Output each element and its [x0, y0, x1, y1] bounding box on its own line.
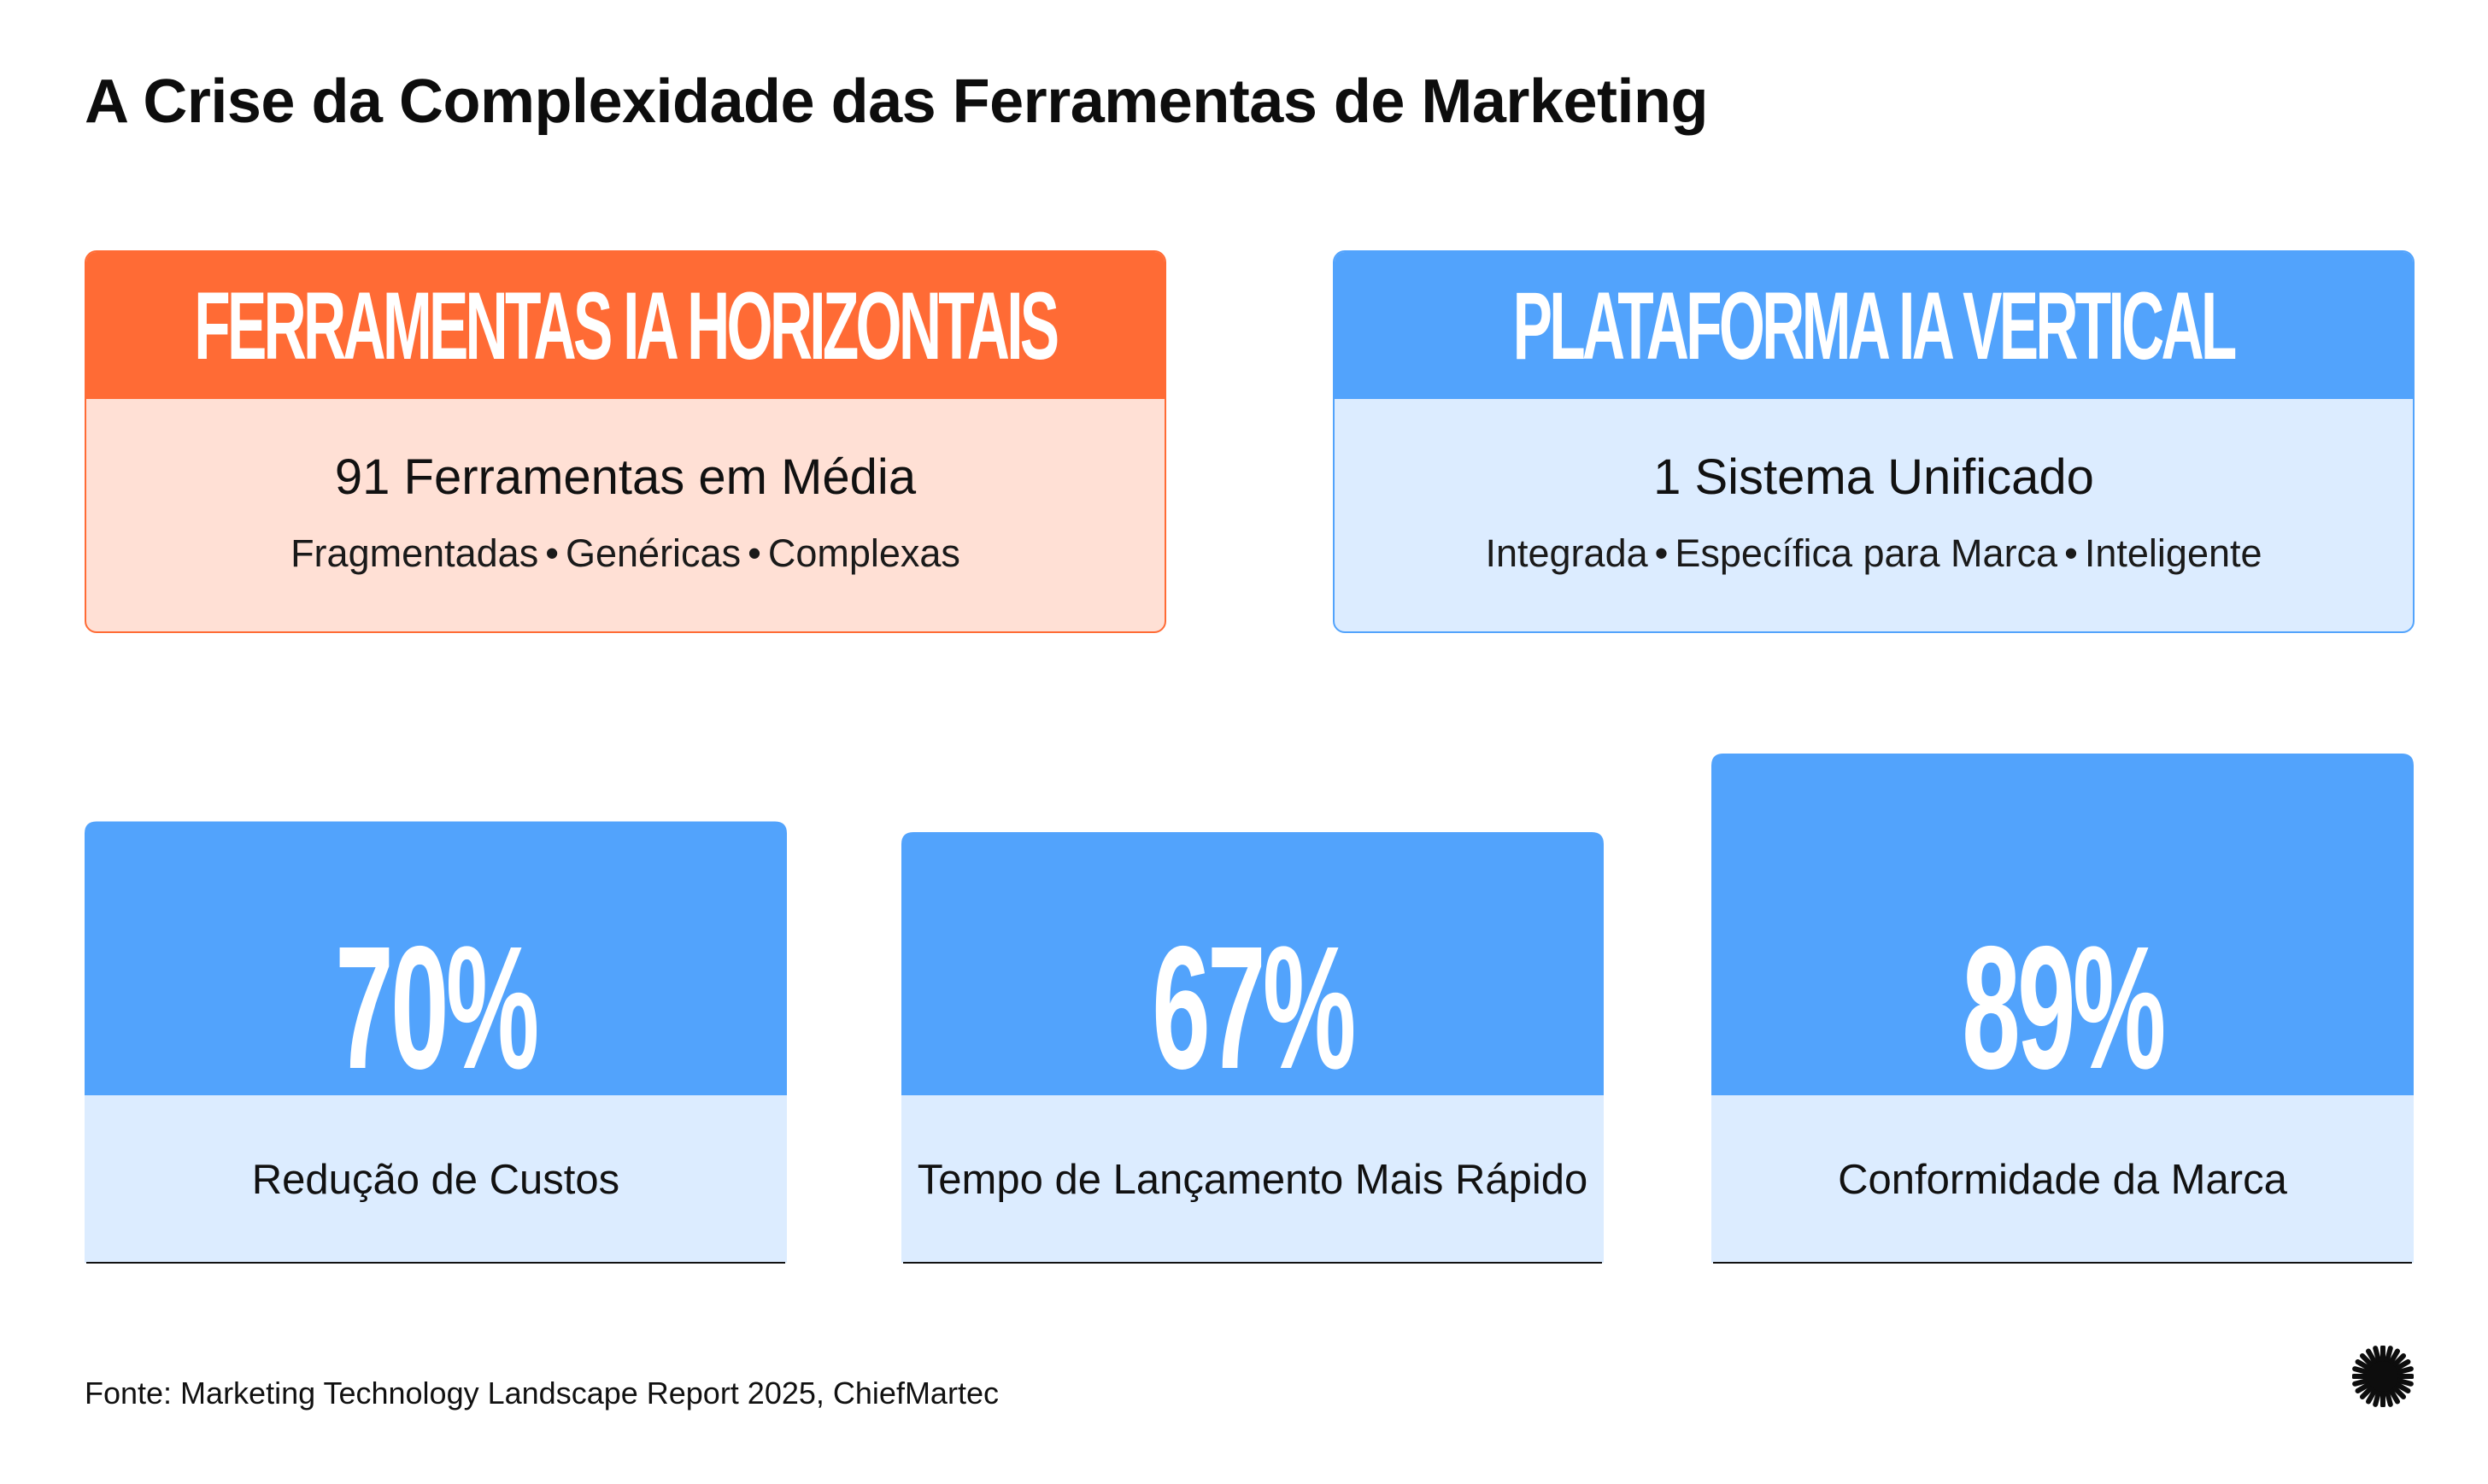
stat-value-label: 67%: [1152, 909, 1353, 1105]
stat-bar: [1711, 754, 2414, 1095]
horizontal-tools-heading: FERRAMENTAS IA HORIZONTAIS: [86, 252, 1165, 399]
tag-separator: •: [545, 531, 559, 575]
horizontal-tools-body: 91 Ferramentas em Média Fragmentadas • Gen…: [86, 449, 1165, 576]
stat-value-label: 89%: [1962, 909, 2163, 1105]
horizontal-tools-heading-text: FERRAMENTAS IA HORIZONTAIS: [194, 272, 1059, 379]
stat-category-label: Conformidade da Marca: [1838, 1157, 2287, 1203]
horizontal-tools-card: FERRAMENTAS IA HORIZONTAIS 91 Ferramenta…: [85, 250, 1166, 633]
stat-bar: [85, 821, 787, 1095]
vertical-platform-heading: PLATAFORMA IA VERTICAL: [1335, 252, 2413, 399]
tag-separator: •: [1654, 531, 1669, 575]
tag-separator: •: [748, 531, 761, 575]
vertical-platform-heading-text: PLATAFORMA IA VERTICAL: [1513, 272, 2238, 379]
tag-complex: Complexas: [767, 531, 960, 575]
vertical-platform-count: 1 Sistema Unificado: [1653, 449, 2094, 505]
tag-separator: •: [2064, 531, 2078, 575]
tag-integrated: Integrada: [1485, 531, 1648, 575]
source-note: Fonte: Marketing Technology Landscape Re…: [85, 1375, 999, 1411]
tag-brand-specific: Específica para Marca: [1675, 531, 2058, 575]
stat-bar: [901, 832, 1604, 1095]
tag-generic: Genéricas: [565, 531, 742, 575]
stat-label-panel: [901, 1095, 1604, 1263]
stat-category-label: Redução de Custos: [252, 1157, 619, 1203]
tag-intelligent: Inteligente: [2084, 531, 2262, 575]
stat-label-panel: [1711, 1095, 2414, 1263]
stat-label-panel: [85, 1095, 787, 1263]
horizontal-tools-count: 91 Ferramentas em Média: [334, 449, 917, 505]
horizontal-tools-tags: Fragmentadas • Genéricas • Complexas: [86, 531, 1165, 576]
vertical-platform-card: PLATAFORMA IA VERTICAL 1 Sistema Unifica…: [1333, 250, 2415, 633]
page-title: A Crise da Complexidade das Ferramentas …: [85, 67, 1708, 136]
tag-fragmented: Fragmentadas: [290, 531, 539, 575]
starburst-icon: [2352, 1346, 2414, 1407]
vertical-platform-tags: Integrada • Específica para Marca • Intelige…: [1335, 531, 2413, 576]
stat-category-label: Tempo de Lançamento Mais Rápido: [918, 1157, 1587, 1203]
vertical-platform-body: 1 Sistema Unificado Integrada • Específica…: [1335, 449, 2413, 576]
stat-value-label: 70%: [335, 909, 537, 1105]
